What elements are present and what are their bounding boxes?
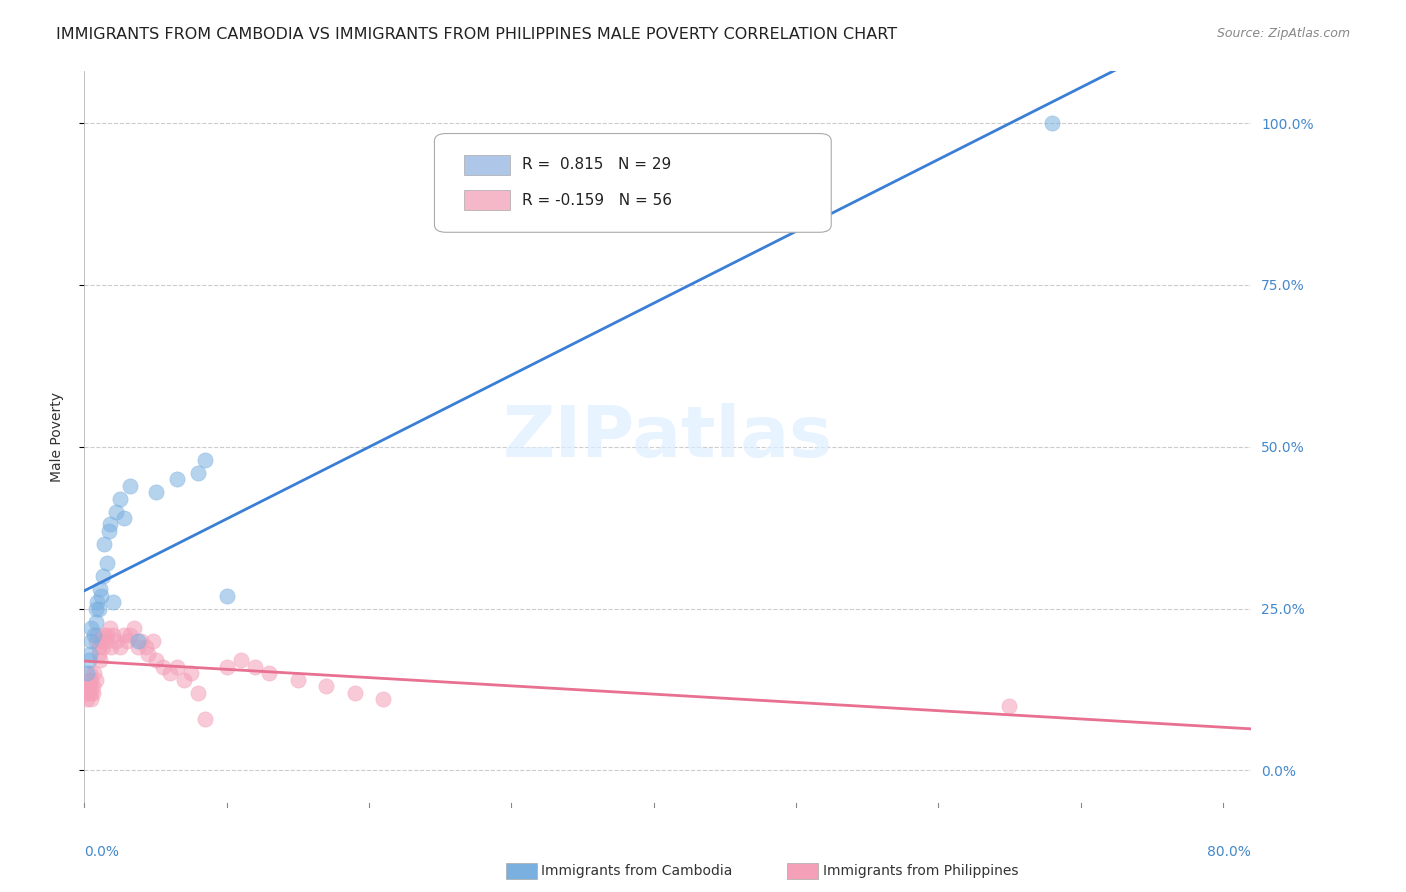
Point: [108, 491, 131, 506]
Point: [118, 478, 141, 492]
Point: [152, 660, 174, 674]
Point: [83, 627, 105, 641]
Point: [97, 524, 120, 538]
Point: [127, 634, 149, 648]
Point: [87, 640, 110, 655]
Point: [180, 666, 202, 681]
Y-axis label: Male Poverty: Male Poverty: [49, 392, 63, 482]
Point: [87, 601, 110, 615]
Point: [142, 634, 165, 648]
Point: [76, 686, 98, 700]
Point: [166, 472, 188, 486]
Point: [1040, 116, 1063, 130]
Point: [90, 589, 112, 603]
Point: [91, 569, 114, 583]
Point: [194, 452, 217, 467]
Point: [79, 666, 101, 681]
Point: [127, 640, 149, 655]
Point: [215, 589, 238, 603]
Point: [138, 647, 160, 661]
Point: [80, 621, 103, 635]
Point: [89, 582, 111, 597]
Point: [129, 634, 152, 648]
Point: [84, 673, 107, 687]
Point: [96, 627, 118, 641]
Point: [187, 466, 209, 480]
Point: [79, 679, 101, 693]
Text: 80.0%: 80.0%: [1208, 846, 1251, 859]
Point: [77, 673, 100, 687]
Point: [82, 679, 104, 693]
Text: R = -0.159   N = 56: R = -0.159 N = 56: [522, 193, 672, 208]
Text: Immigrants from Philippines: Immigrants from Philippines: [823, 863, 1018, 878]
Point: [135, 640, 157, 655]
Point: [96, 557, 118, 571]
Point: [87, 647, 110, 661]
Point: [90, 634, 112, 648]
Point: [86, 627, 108, 641]
Point: [243, 660, 266, 674]
Point: [145, 653, 167, 667]
Point: [82, 686, 104, 700]
Point: [80, 634, 103, 648]
Point: [93, 627, 115, 641]
Text: R =  0.815   N = 29: R = 0.815 N = 29: [522, 158, 671, 172]
Point: [104, 504, 127, 518]
Point: [315, 679, 337, 693]
Point: [76, 666, 98, 681]
Point: [91, 640, 114, 655]
Point: [122, 621, 145, 635]
Text: Source: ZipAtlas.com: Source: ZipAtlas.com: [1216, 27, 1350, 40]
Point: [187, 686, 209, 700]
Point: [94, 634, 117, 648]
Point: [215, 660, 238, 674]
Point: [84, 634, 107, 648]
Point: [104, 634, 127, 648]
Point: [77, 653, 100, 667]
Bar: [464, 190, 510, 211]
Point: [101, 627, 124, 641]
Point: [75, 679, 97, 693]
Text: Immigrants from Cambodia: Immigrants from Cambodia: [541, 863, 733, 878]
Point: [76, 692, 98, 706]
Point: [89, 653, 111, 667]
Point: [118, 627, 141, 641]
Point: [343, 686, 366, 700]
Point: [173, 673, 195, 687]
Text: 0.0%: 0.0%: [84, 846, 120, 859]
Point: [80, 692, 103, 706]
Point: [101, 595, 124, 609]
Point: [98, 621, 121, 635]
Text: ZIPatlas: ZIPatlas: [503, 402, 832, 472]
Point: [83, 666, 105, 681]
Bar: [464, 154, 510, 175]
Point: [166, 660, 188, 674]
Point: [108, 640, 131, 655]
Point: [112, 627, 135, 641]
Point: [112, 511, 135, 525]
Point: [159, 666, 181, 681]
Point: [145, 485, 167, 500]
Point: [373, 692, 395, 706]
Point: [194, 712, 217, 726]
Point: [93, 537, 115, 551]
Point: [98, 517, 121, 532]
Point: [287, 673, 309, 687]
Point: [77, 686, 100, 700]
Point: [80, 686, 103, 700]
Point: [229, 653, 252, 667]
Point: [86, 595, 108, 609]
FancyBboxPatch shape: [434, 134, 831, 232]
Point: [259, 666, 281, 681]
Point: [77, 679, 100, 693]
Text: IMMIGRANTS FROM CAMBODIA VS IMMIGRANTS FROM PHILIPPINES MALE POVERTY CORRELATION: IMMIGRANTS FROM CAMBODIA VS IMMIGRANTS F…: [56, 27, 897, 42]
Point: [80, 673, 103, 687]
Point: [84, 601, 107, 615]
Point: [84, 615, 107, 629]
Point: [115, 634, 138, 648]
Point: [79, 647, 101, 661]
Point: [998, 698, 1021, 713]
Point: [100, 640, 122, 655]
